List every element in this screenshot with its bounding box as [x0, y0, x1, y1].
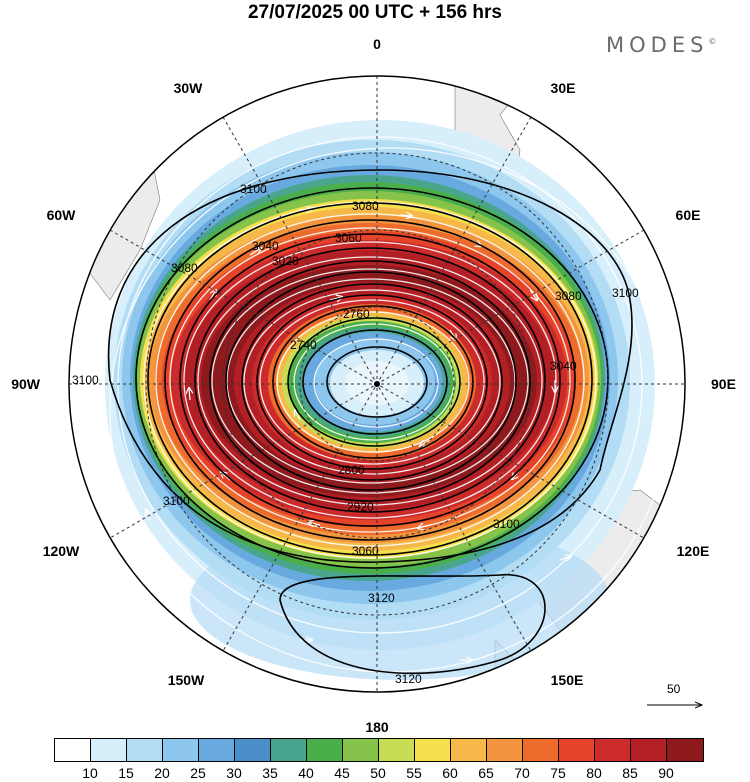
colorbar-tick-label: 15: [118, 765, 134, 781]
colorbar-swatch: [271, 739, 307, 761]
colorbar-tick-label: 25: [190, 765, 206, 781]
colorbar-swatch: [487, 739, 523, 761]
colorbar-tick-label: 70: [514, 765, 530, 781]
colorbar-tick-label: 80: [586, 765, 602, 781]
colorbar-tick-label: 85: [622, 765, 638, 781]
colorbar-swatch: [235, 739, 271, 761]
streamlines: [109, 136, 671, 673]
colorbar-swatch: [559, 739, 595, 761]
contour-label: 2800: [338, 463, 365, 477]
lon-label-60w: 60W: [47, 207, 77, 223]
map-boundary: [68, 75, 686, 693]
colorbar-tick-label: 50: [370, 765, 386, 781]
lon-label-0: 0: [373, 36, 381, 52]
lon-label-180: 180: [365, 719, 389, 735]
colorbar: 10 15 20 25 30 35 40 45 50 55 60 65 70 75 80 85 90: [54, 738, 704, 782]
contour-label: 3080: [352, 199, 379, 213]
contour-label: 3100: [612, 286, 639, 300]
contour-label: 2760: [343, 307, 370, 321]
colorbar-tick-label: 20: [154, 765, 170, 781]
reference-vector-label: 50: [667, 682, 681, 696]
modes-logo: MODES©: [606, 33, 717, 57]
contour-label: 3080: [555, 289, 582, 303]
colorbar-swatch: [91, 739, 127, 761]
colorbar-swatch: [523, 739, 559, 761]
colorbar-swatch: [415, 739, 451, 761]
colorbar-tick-label: 40: [298, 765, 314, 781]
contour-labels: 3100 3080 3060 3040 3020 2760 2740 2800 …: [72, 182, 639, 686]
contour-label: 3100: [493, 517, 520, 531]
contour-label: 3100: [163, 494, 190, 508]
map-title: 27/07/2025 00 UTC + 156 hrs: [247, 2, 503, 23]
lon-label-30w: 30W: [174, 80, 204, 96]
lon-label-120w: 120W: [43, 543, 80, 559]
colorbar-swatches: [54, 738, 704, 762]
lon-label-60e: 60E: [676, 207, 701, 223]
lon-label-90w: 90W: [11, 376, 41, 392]
height-contours: [107, 169, 633, 675]
colorbar-swatch: [163, 739, 199, 761]
colorbar-swatch: [451, 739, 487, 761]
colorbar-tick-label: 55: [406, 765, 422, 781]
colorbar-tick-label: 75: [550, 765, 566, 781]
colorbar-swatch: [199, 739, 235, 761]
contour-label: 2920: [347, 500, 374, 514]
colorbar-tick-label: 45: [334, 765, 350, 781]
colorbar-swatch: [595, 739, 631, 761]
colorbar-tick-label: 60: [442, 765, 458, 781]
colorbar-tick-label: 65: [478, 765, 494, 781]
colorbar-tick-label: 10: [82, 765, 98, 781]
colorbar-tick-label: 30: [226, 765, 242, 781]
colorbar-swatch: [379, 739, 415, 761]
contour-label: 3100: [240, 182, 267, 196]
contour-label: 3060: [352, 544, 379, 558]
contour-label: 3080: [171, 261, 198, 275]
lon-label-150e: 150E: [551, 672, 584, 688]
colorbar-swatch: [127, 739, 163, 761]
colorbar-swatch: [343, 739, 379, 761]
contour-label: 3040: [550, 359, 577, 373]
contour-label: 3120: [395, 672, 422, 686]
contour-label: 2740: [290, 338, 317, 352]
lon-label-30e: 30E: [551, 80, 576, 96]
contour-label: 3060: [335, 231, 362, 245]
lon-label-150w: 150W: [168, 672, 205, 688]
pole-marker: [374, 381, 380, 387]
contour-label: 3120: [368, 591, 395, 605]
wind-speed-shading: [69, 76, 685, 692]
colorbar-swatch: [667, 739, 703, 761]
colorbar-tick-label: 90: [658, 765, 674, 781]
colorbar-swatch: [55, 739, 91, 761]
contour-label: 3020: [272, 254, 299, 268]
contour-label: 3100: [72, 373, 99, 387]
contour-label: 3040: [252, 239, 279, 253]
colorbar-swatch: [631, 739, 667, 761]
lon-label-90e: 90E: [711, 376, 736, 392]
colorbar-swatch: [307, 739, 343, 761]
lon-label-120e: 120E: [677, 543, 710, 559]
polar-map: 0 30E 60E 90E 120E 150E 180 150W 120W 90…: [11, 36, 736, 735]
colorbar-tick-label: 35: [262, 765, 278, 781]
